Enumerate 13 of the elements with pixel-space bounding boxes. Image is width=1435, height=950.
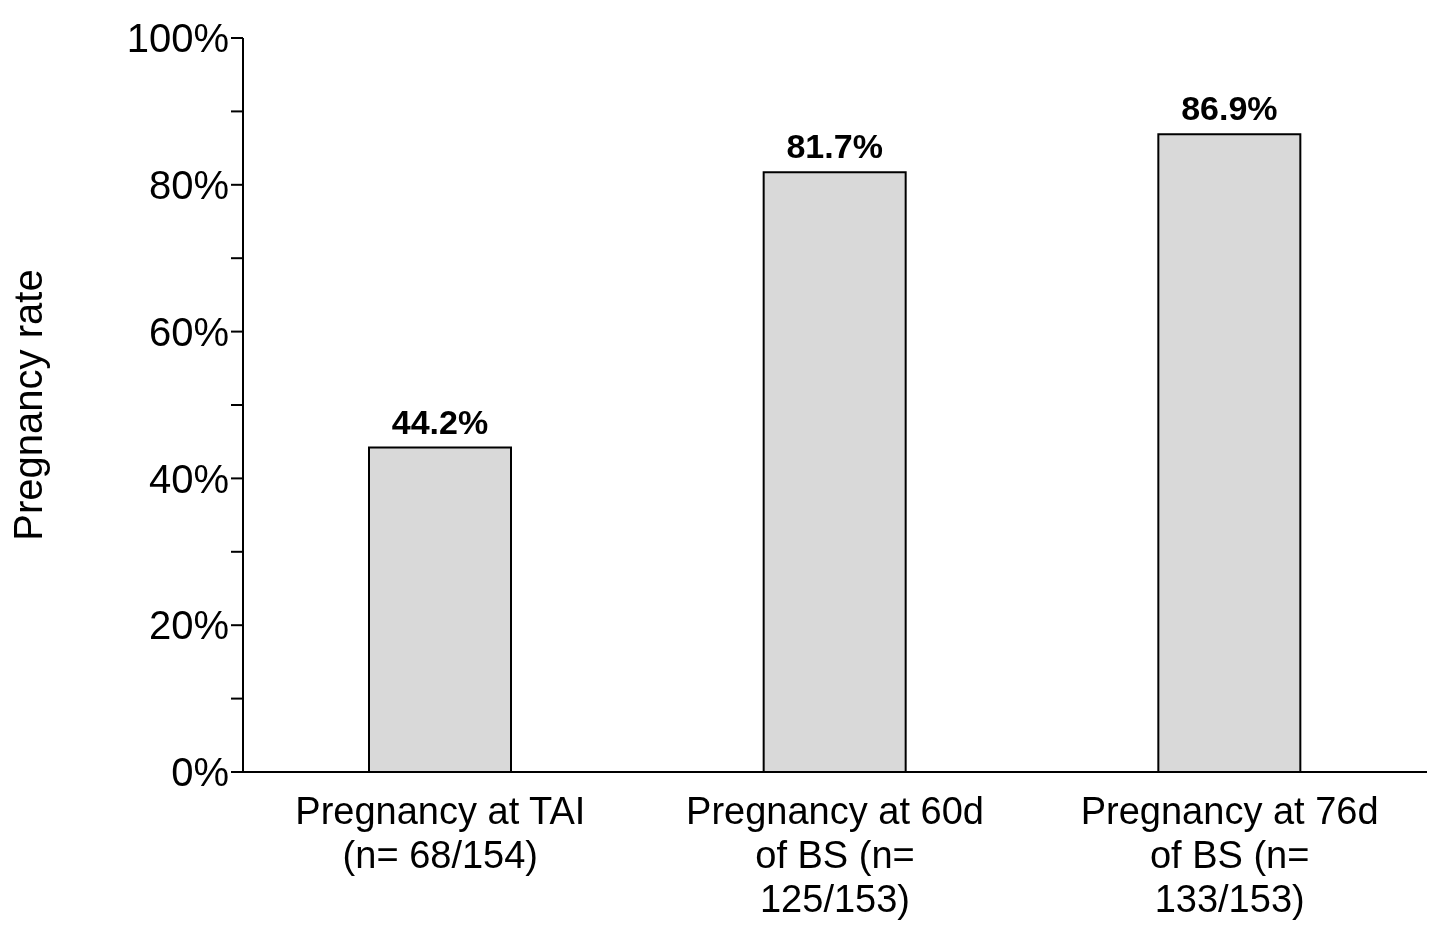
data-label: 86.9% <box>1181 89 1278 128</box>
y-tick-label: 20% <box>148 603 229 648</box>
x-tick-label: Pregnancy at 60d of BS (n= 125/153) <box>686 790 984 920</box>
data-label: 81.7% <box>786 127 883 166</box>
y-tick-label: 60% <box>148 309 229 354</box>
y-tick-label: 80% <box>148 163 229 207</box>
x-tick-label: Pregnancy at TAI (n= 68/154) <box>295 790 586 876</box>
data-label: 44.2% <box>391 402 489 441</box>
x-tick-label: Pregnancy at 76d of BS (n= 133/153) <box>1080 790 1379 920</box>
y-tick-label: 100% <box>126 16 229 61</box>
y-axis-title: Pregnancy rate <box>6 269 51 541</box>
y-tick-label: 40% <box>148 456 229 501</box>
y-tick-label: 0% <box>171 750 229 795</box>
